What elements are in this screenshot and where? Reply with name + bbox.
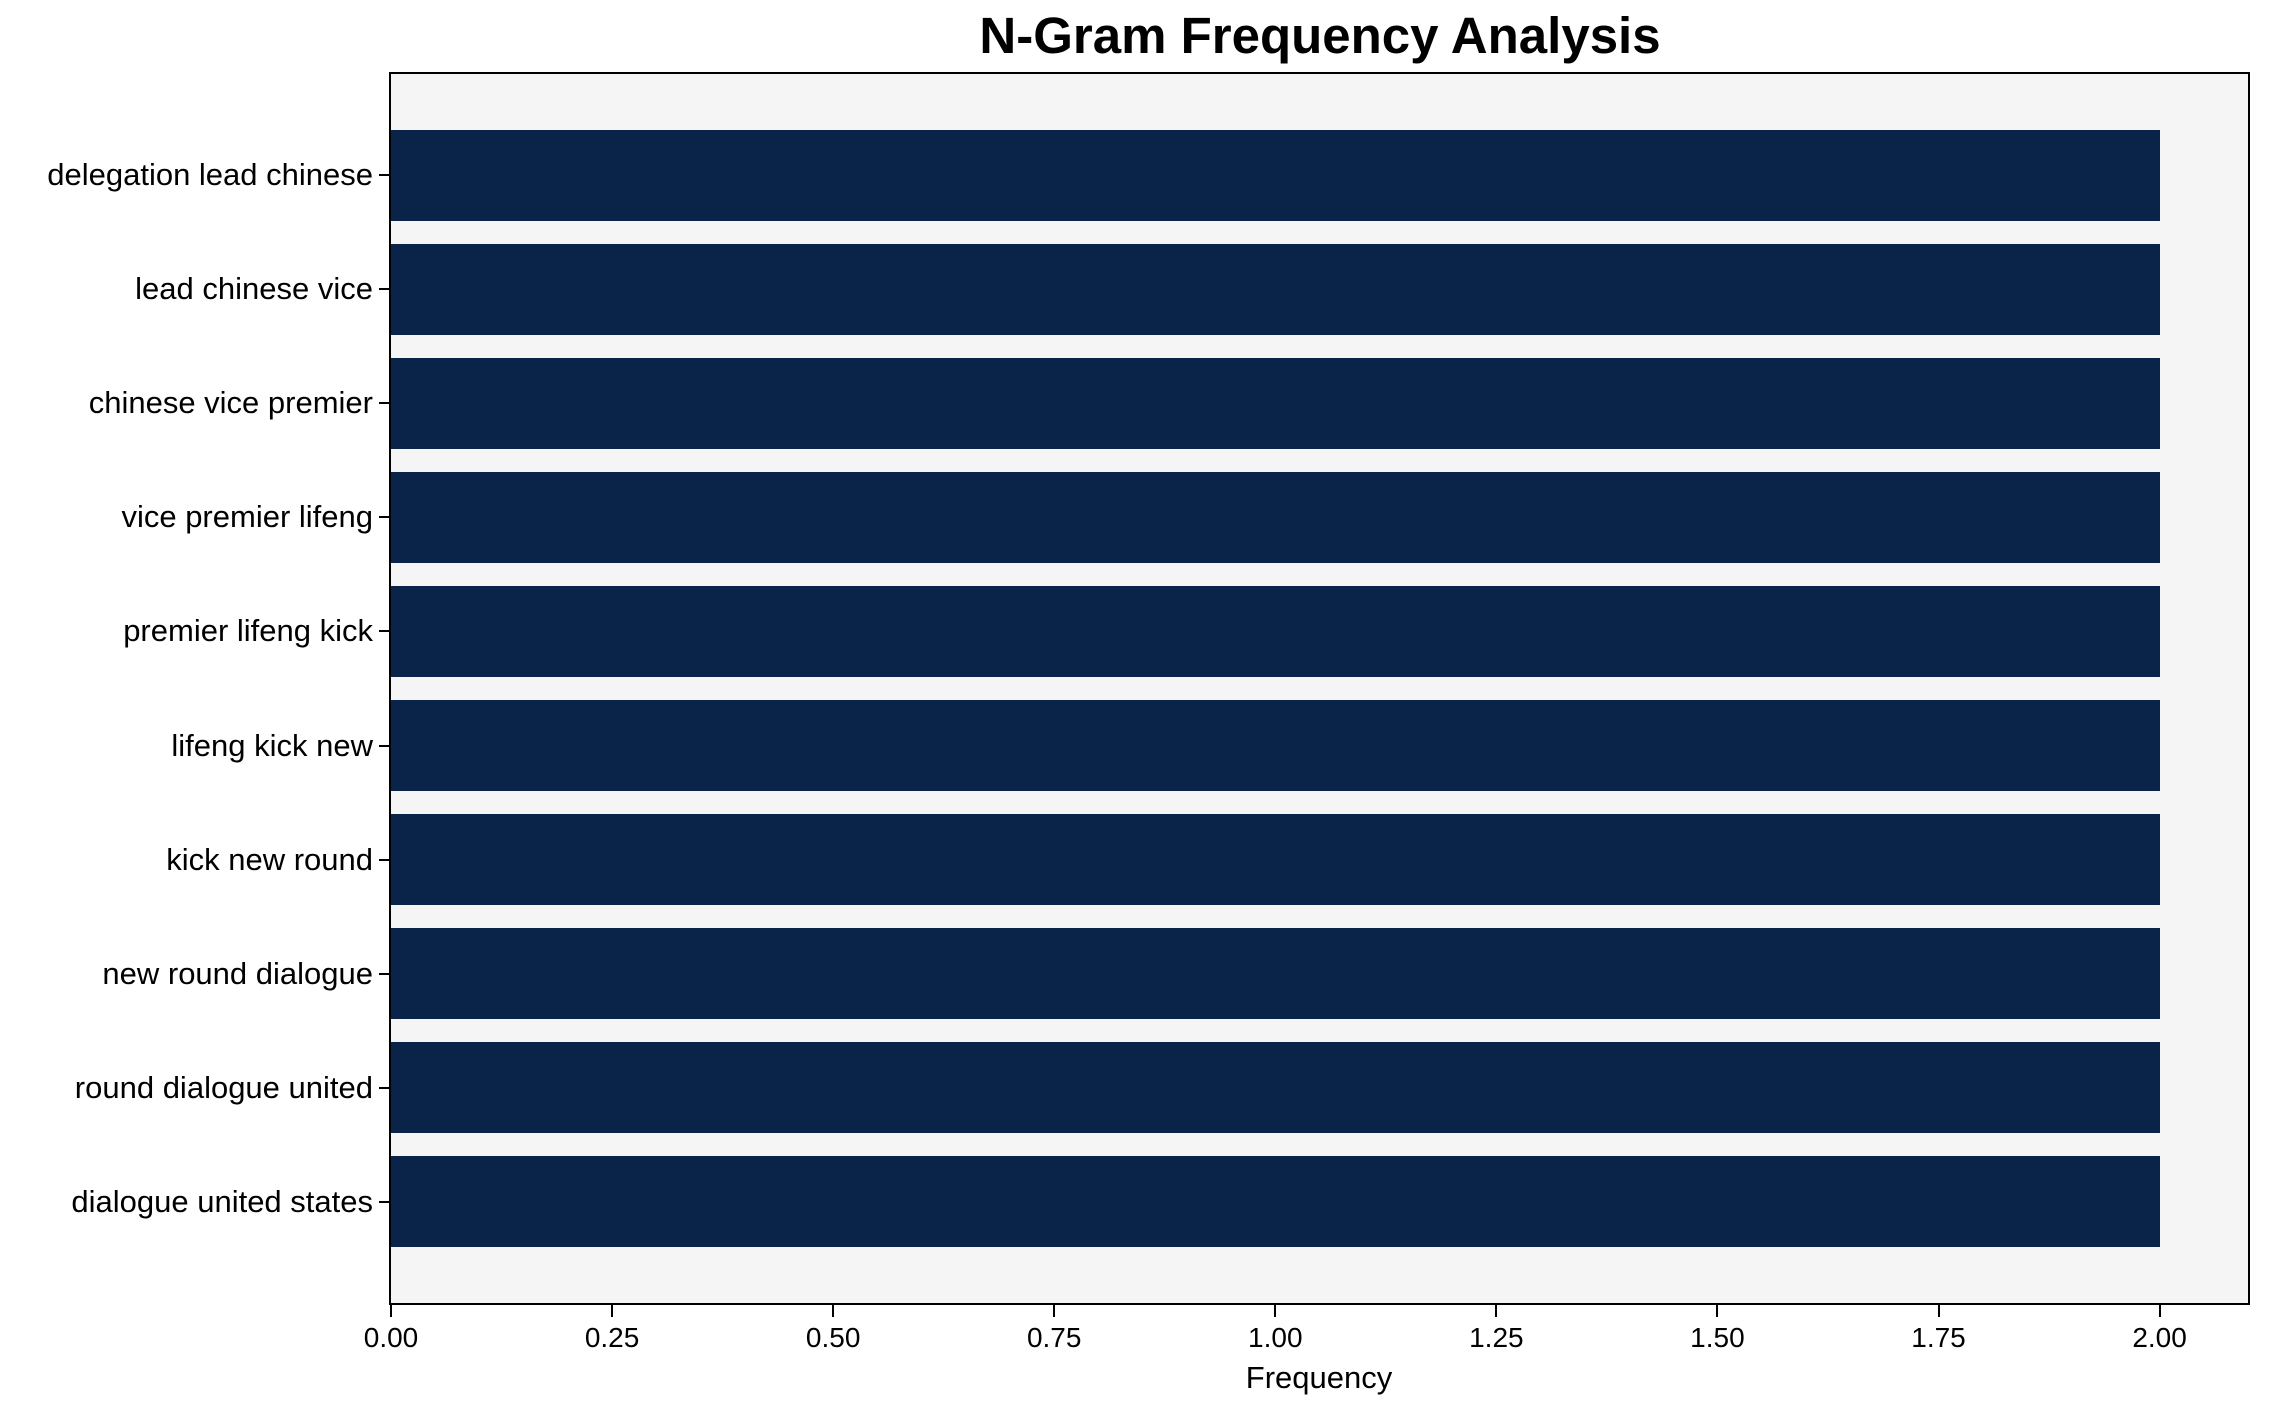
- y-tick-label: round dialogue united: [74, 1069, 373, 1105]
- bar: [391, 927, 2160, 1020]
- bar: [391, 1155, 2160, 1248]
- y-tick-mark: [379, 858, 389, 861]
- y-tick-mark: [379, 516, 389, 519]
- x-tick-label: 2.00: [2132, 1322, 2187, 1353]
- y-tick-mark: [379, 630, 389, 633]
- y-tick-label: delegation lead chinese: [47, 157, 373, 193]
- x-tick-label: 1.25: [1469, 1322, 1524, 1353]
- y-tick-mark: [379, 1200, 389, 1203]
- x-tick-label: 1.00: [1248, 1322, 1303, 1353]
- y-tick-label: new round dialogue: [102, 955, 373, 991]
- x-tick-mark: [611, 1305, 614, 1317]
- x-tick-mark: [390, 1305, 392, 1317]
- y-tick-label: premier lifeng kick: [123, 613, 373, 649]
- x-tick-mark: [1937, 1305, 1940, 1317]
- y-tick-mark: [379, 174, 389, 177]
- y-tick-mark: [379, 288, 389, 291]
- y-tick-mark: [379, 972, 389, 975]
- y-tick-label: dialogue united states: [71, 1183, 373, 1219]
- plot-area: [389, 72, 2250, 1305]
- y-tick-label: vice premier lifeng: [121, 499, 373, 535]
- x-axis-title: Frequency: [1245, 1360, 1393, 1395]
- y-tick-label: lifeng kick new: [171, 727, 373, 763]
- y-tick-mark: [379, 402, 389, 405]
- bar: [391, 243, 2160, 336]
- y-tick-mark: [379, 1086, 389, 1089]
- y-tick-label: chinese vice premier: [88, 385, 373, 421]
- x-tick-label: 0.25: [584, 1322, 640, 1353]
- bar: [391, 129, 2160, 222]
- y-tick-label: kick new round: [166, 841, 373, 877]
- x-tick-label: 0.75: [1026, 1322, 1082, 1353]
- bar: [391, 357, 2160, 450]
- y-tick-mark: [379, 744, 389, 747]
- x-tick-label: 1.75: [1911, 1322, 1966, 1353]
- x-tick-mark: [1274, 1305, 1277, 1317]
- bar: [391, 813, 2160, 906]
- x-tick-label: 0.00: [363, 1322, 419, 1353]
- bar: [391, 471, 2160, 564]
- x-tick-label: 0.50: [805, 1322, 861, 1353]
- bar: [391, 699, 2160, 792]
- x-tick-mark: [1053, 1305, 1056, 1317]
- x-tick-mark: [2158, 1305, 2161, 1317]
- bar: [391, 1041, 2160, 1134]
- x-tick-mark: [1495, 1305, 1498, 1317]
- chart-title: N-Gram Frequency Analysis: [979, 7, 1661, 64]
- y-tick-label: lead chinese vice: [135, 271, 373, 307]
- bar: [391, 585, 2160, 678]
- x-tick-mark: [832, 1305, 835, 1317]
- x-tick-mark: [1716, 1305, 1719, 1317]
- x-tick-label: 1.50: [1690, 1322, 1745, 1353]
